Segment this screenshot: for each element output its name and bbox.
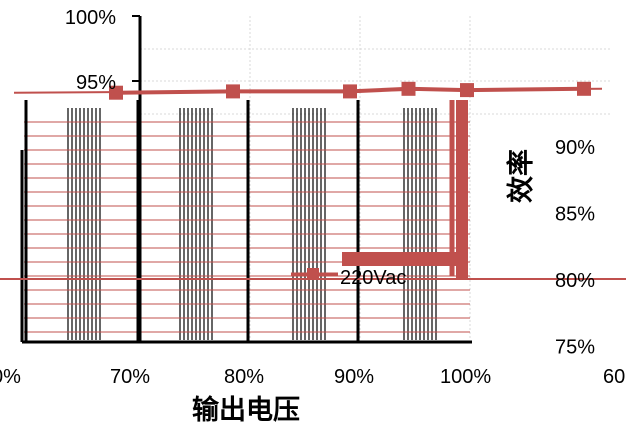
y-tick-label-right: 80%: [555, 270, 595, 292]
x-axis-title: 输出电压: [192, 394, 300, 425]
y-axis-title: 效率: [505, 149, 536, 203]
plot-area: [140, 16, 610, 342]
data-point: [226, 84, 240, 99]
x-tick-label: 100%: [440, 366, 491, 388]
tick-labels: 100% 95% 90% 85% 80% 75% 0% 70% 80% 90% 100% 60: [0, 7, 625, 388]
legend: 220Vac: [291, 252, 464, 289]
x-tick-label: 0%: [0, 366, 21, 388]
x-tick-label: 70%: [110, 366, 150, 388]
vertical-rule-lines: [24, 100, 470, 342]
y-tick-label-right: 85%: [555, 204, 595, 226]
legend-label: 220Vac: [340, 267, 406, 289]
series-drop-bar: [456, 100, 468, 280]
legend-marker: [307, 268, 319, 280]
data-point: [401, 81, 416, 96]
data-point: [109, 85, 123, 100]
data-point: [460, 83, 474, 98]
x-tick-label: 60: [603, 366, 625, 388]
y-tick-label-right: 90%: [555, 137, 595, 159]
series-layer: [13, 81, 603, 100]
data-point: [343, 84, 357, 99]
x-tick-label: 80%: [224, 366, 264, 388]
legend-highlight: [342, 252, 464, 266]
x-tick-label: 90%: [334, 366, 374, 388]
y-tick-label-right: 75%: [555, 337, 595, 359]
data-point: [577, 81, 591, 96]
y-tick-label-left: 95%: [76, 72, 116, 94]
y-tick-label-left: 100%: [65, 7, 116, 29]
